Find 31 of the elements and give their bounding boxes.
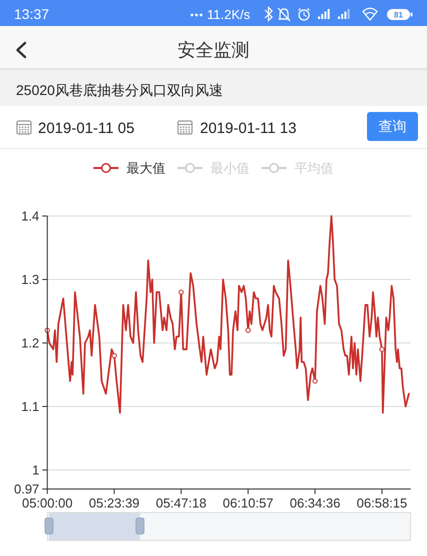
text: 查询 xyxy=(378,118,406,134)
y-tick-label: 1.1 xyxy=(21,398,40,414)
text: 2019-01-11 05 xyxy=(38,120,134,137)
query-button[interactable] xyxy=(367,112,418,141)
x-tick-label: 06:10:57 xyxy=(222,496,274,510)
slider-handle[interactable] xyxy=(136,518,144,534)
point xyxy=(178,290,184,295)
y-tick-label: 0.97 xyxy=(14,482,40,496)
text: 2019-01-11 13 xyxy=(200,120,296,137)
y-tick-label: 1.2 xyxy=(21,335,40,350)
x-tick-label: 06:58:15 xyxy=(356,496,408,510)
y-tick-label: 1 xyxy=(32,462,40,478)
point xyxy=(312,378,318,384)
slider-handle[interactable] xyxy=(44,518,54,534)
point xyxy=(112,353,117,358)
x-tick-label: 05:47:18 xyxy=(156,496,206,510)
text: 安全监测 xyxy=(178,40,250,60)
x-tick-label: 05:00:00 xyxy=(22,496,73,510)
point xyxy=(245,328,251,333)
range-slider[interactable] xyxy=(47,512,411,541)
text: 13:37 xyxy=(14,6,50,22)
chart-title: 25020风巷底抽巷分风口双向风速 xyxy=(16,82,223,98)
y-tick-label: 1.4 xyxy=(21,208,40,224)
legend-label: 最大值 xyxy=(126,160,166,176)
back-icon[interactable] xyxy=(16,42,26,58)
text: 11.2K/s xyxy=(207,7,251,22)
x-tick-label: 05:23:39 xyxy=(88,496,140,510)
y-tick-label: 1.3 xyxy=(21,272,40,287)
text: 81 xyxy=(394,10,404,20)
point xyxy=(379,346,385,352)
x-tick-label: 06:34:36 xyxy=(290,496,340,510)
